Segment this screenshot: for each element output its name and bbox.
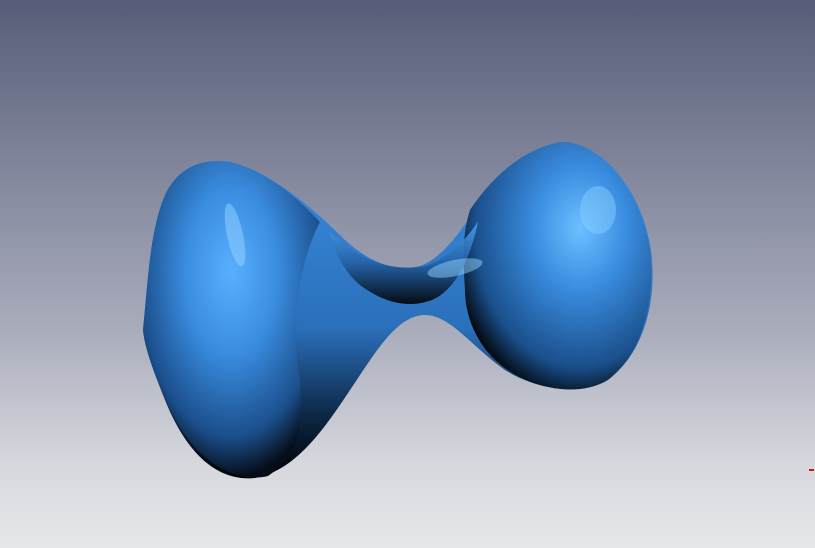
specular-highlight-left <box>224 203 246 267</box>
surface-neck <box>330 222 478 305</box>
surface-left-lobe <box>143 161 320 478</box>
specular-highlight-right <box>580 186 616 234</box>
surface-right-lobe <box>463 141 652 390</box>
axis-marker <box>809 469 814 471</box>
specular-highlight-neck <box>427 258 483 278</box>
